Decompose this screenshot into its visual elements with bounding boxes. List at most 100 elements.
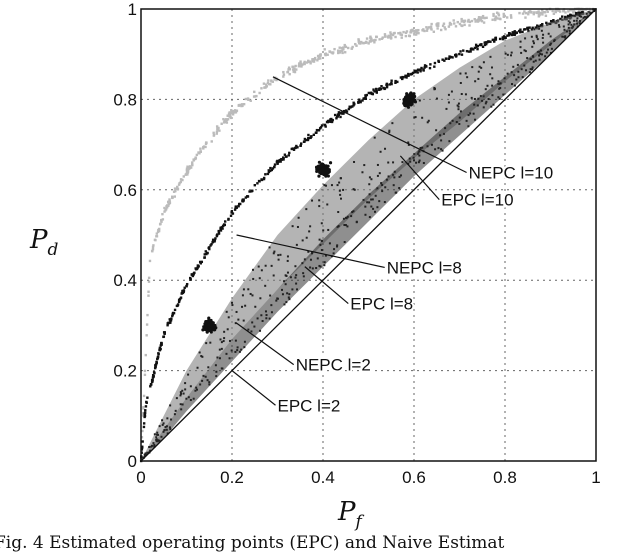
series-1-point	[152, 375, 155, 378]
series-3-point	[294, 276, 297, 279]
series-0-point	[413, 30, 416, 33]
cluster-point	[207, 316, 211, 320]
series-2-point	[180, 392, 183, 395]
series-0-point	[222, 117, 225, 121]
annotation-3: EPC l=8	[304, 266, 415, 316]
annotation-label: NEPC l=10	[469, 164, 554, 183]
series-1-point	[217, 232, 221, 235]
series-3-point	[364, 213, 367, 216]
series-2-point	[373, 136, 376, 139]
series-2-point	[538, 27, 541, 30]
series-3-point	[434, 148, 437, 151]
series-2-point	[414, 116, 417, 119]
series-1-point	[180, 292, 183, 295]
series-2-point	[225, 310, 228, 313]
series-0-point	[541, 9, 544, 12]
series-1-point	[203, 256, 206, 259]
series-3-point	[385, 178, 388, 181]
series-0-point	[258, 91, 261, 95]
series-1-point	[242, 199, 245, 202]
series-2-point	[491, 77, 494, 80]
series-1-point	[414, 70, 417, 74]
series-1-point	[146, 396, 149, 399]
series-1-point	[185, 282, 189, 286]
series-1-point	[385, 83, 388, 87]
series-2-point	[530, 35, 533, 38]
series-3-point	[374, 194, 377, 197]
series-2-point	[387, 161, 390, 164]
series-3-point	[156, 440, 159, 443]
series-0-point	[145, 323, 149, 326]
series-2-point	[322, 229, 325, 232]
series-3-point	[387, 175, 390, 178]
series-1-point	[365, 93, 369, 97]
series-0-point	[142, 394, 146, 398]
series-0-point	[167, 204, 170, 208]
series-0-point	[179, 178, 183, 181]
series-2-point	[477, 77, 480, 80]
series-3-point	[218, 357, 221, 360]
cluster-point	[413, 98, 417, 102]
series-1-point	[203, 253, 206, 256]
series-1-point	[173, 308, 177, 312]
series-0-point	[222, 121, 226, 124]
series-1-point	[493, 38, 496, 41]
series-2-point	[268, 246, 271, 249]
series-1-point	[312, 133, 316, 136]
series-0-point	[481, 14, 485, 18]
cluster-point	[317, 160, 322, 164]
series-0-point	[523, 10, 526, 13]
series-2-point	[337, 211, 340, 214]
series-1-point	[233, 208, 237, 211]
series-2-point	[407, 141, 410, 144]
series-2-point	[447, 101, 450, 104]
series-0-point	[228, 115, 231, 118]
series-1-point	[462, 49, 465, 52]
series-3-point	[215, 375, 218, 378]
series-1-point	[217, 229, 220, 233]
series-2-point	[324, 184, 327, 187]
series-2-point	[457, 105, 460, 108]
series-1-point	[507, 34, 511, 37]
series-0-point	[477, 16, 481, 19]
series-1-point	[508, 32, 512, 35]
series-3-point	[503, 77, 506, 80]
series-3-point	[376, 187, 379, 190]
series-3-point	[259, 329, 262, 332]
series-1-point	[484, 42, 488, 46]
series-2-point	[547, 32, 550, 35]
series-0-point	[369, 35, 372, 38]
series-2-point	[166, 417, 169, 420]
series-2-point	[235, 310, 238, 313]
series-1-point	[189, 277, 192, 281]
series-3-point	[383, 201, 386, 204]
series-1-point	[534, 26, 537, 29]
series-0-point	[193, 157, 197, 161]
series-2-point	[241, 305, 244, 308]
series-1-point	[269, 166, 272, 170]
series-0-point	[301, 63, 304, 66]
series-1-point	[162, 335, 166, 338]
grid	[141, 9, 596, 461]
series-1-point	[441, 58, 444, 61]
series-3-point	[352, 210, 355, 213]
series-2-point	[308, 230, 311, 233]
series-1-point	[191, 274, 195, 278]
series-1-point	[483, 43, 487, 47]
series-1-point	[433, 61, 437, 65]
series-3-point	[166, 432, 169, 435]
series-0-point	[295, 68, 298, 71]
series-2-point	[318, 238, 321, 241]
x-axis-label-sub: f	[354, 512, 365, 532]
y-axis-label: Pd	[29, 225, 59, 260]
series-0-point	[145, 334, 148, 337]
series-3-point	[243, 340, 246, 343]
series-1-point	[183, 286, 186, 289]
series-3-point	[324, 254, 327, 257]
series-2-point	[573, 19, 576, 22]
series-3-point	[346, 215, 349, 218]
series-0-point	[294, 64, 297, 68]
series-3-point	[250, 330, 253, 333]
series-1-point	[459, 50, 462, 53]
series-1-point	[299, 142, 303, 145]
